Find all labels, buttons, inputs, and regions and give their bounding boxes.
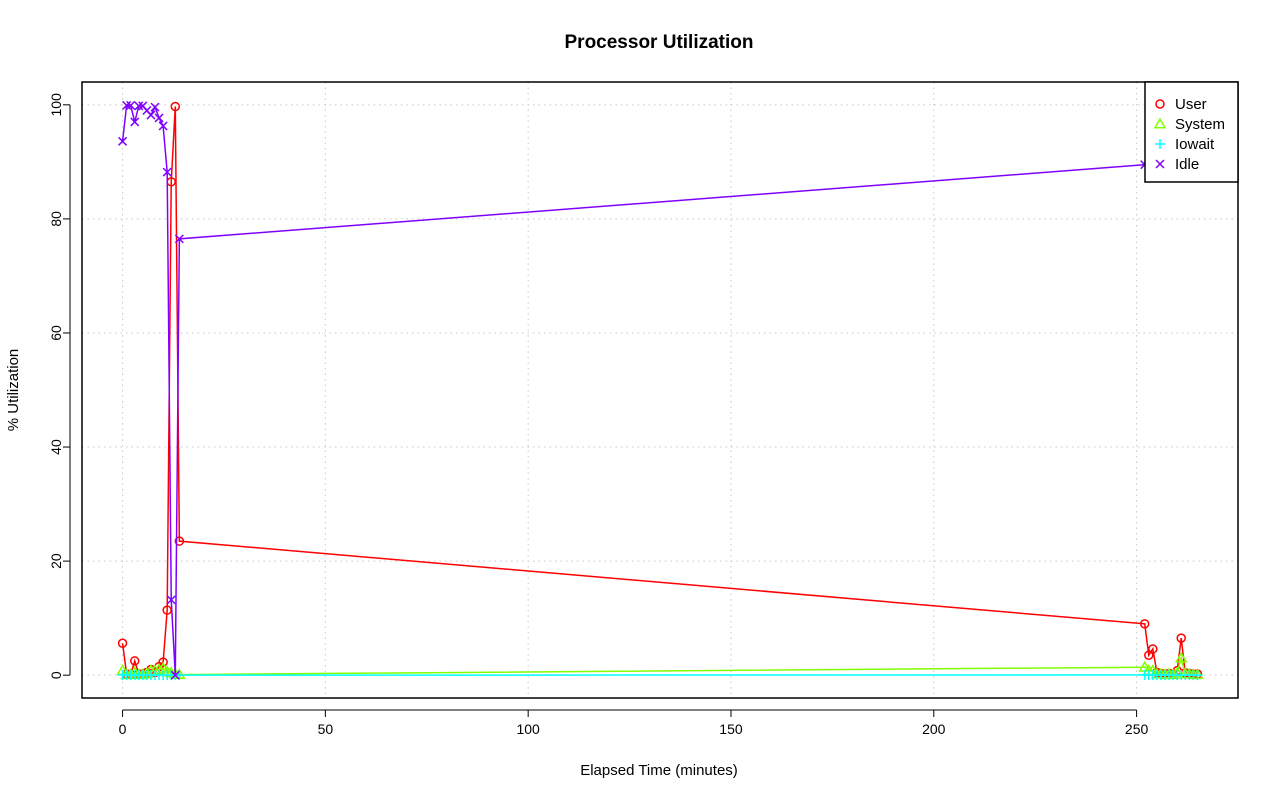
data-point-idle (174, 234, 184, 244)
series-line-system (122, 655, 1198, 676)
series-iowait (117, 669, 1203, 681)
data-point-user (129, 656, 140, 666)
y-tick-label: 100 (48, 93, 64, 117)
legend-marker-idle (1155, 159, 1165, 169)
data-point-idle (154, 113, 164, 123)
grid-lines (82, 82, 1238, 698)
series-line-user (121, 106, 1198, 676)
data-point-user (174, 536, 185, 546)
data-point-idle (158, 121, 168, 131)
y-tick-label: 60 (48, 325, 64, 341)
y-axis-label: % Utilization (5, 349, 22, 432)
series-idle (118, 100, 1202, 680)
legend-item-iowait: Iowait (1155, 136, 1215, 153)
data-point-idle (170, 670, 180, 680)
x-tick-label: 200 (922, 721, 946, 737)
data-point-idle (166, 595, 176, 605)
legend-item-user: User (1155, 96, 1207, 113)
x-tick-label: 250 (1125, 721, 1149, 737)
x-axis: 0 50 100 150 200 250 (119, 709, 1149, 737)
x-tick-label: 150 (719, 721, 743, 737)
plot-frame (81, 81, 1239, 699)
legend-marker-user (1155, 99, 1165, 109)
data-point-idle (122, 100, 132, 110)
y-tick-label: 80 (48, 211, 64, 227)
y-tick-label: 40 (48, 439, 64, 455)
legend: User System Iowait Idle (1144, 81, 1239, 183)
legend-label-system: System (1175, 116, 1225, 133)
data-point-idle (126, 100, 136, 110)
data-point-idle (162, 167, 172, 177)
chart-title: Processor Utilization (565, 32, 754, 53)
legend-label-idle: Idle (1175, 156, 1199, 173)
series-layer (116, 100, 1204, 681)
legend-item-system: System (1153, 116, 1225, 133)
x-tick-label: 0 (119, 721, 127, 737)
legend-label-iowait: Iowait (1175, 136, 1215, 153)
data-point-iowait (1192, 670, 1203, 681)
x-axis-label: Elapsed Time (minutes) (580, 762, 738, 779)
data-point-idle (134, 101, 144, 111)
series-line-idle (121, 104, 1198, 676)
y-axis: 0 20 40 60 80 100 (48, 93, 71, 679)
legend-item-idle: Idle (1155, 156, 1199, 173)
data-point-user (170, 101, 181, 112)
legend-label-user: User (1175, 96, 1207, 113)
data-point-user (1148, 644, 1158, 654)
data-point-idle (118, 136, 128, 146)
legend-marker-system (1153, 117, 1167, 129)
data-point-user (1139, 619, 1150, 629)
data-point-idle (130, 117, 140, 127)
legend-marker-iowait (1155, 139, 1165, 149)
x-tick-label: 50 (318, 721, 334, 737)
y-tick-label: 20 (48, 553, 64, 569)
series-user (117, 101, 1203, 680)
data-point-user (158, 657, 168, 667)
data-point-system (1174, 651, 1188, 663)
data-point-idle (146, 110, 156, 120)
data-point-idle (150, 102, 160, 112)
data-point-user (117, 638, 128, 648)
y-tick-label: 0 (48, 671, 64, 679)
data-point-user (1176, 633, 1186, 643)
x-tick-label: 100 (516, 721, 540, 737)
